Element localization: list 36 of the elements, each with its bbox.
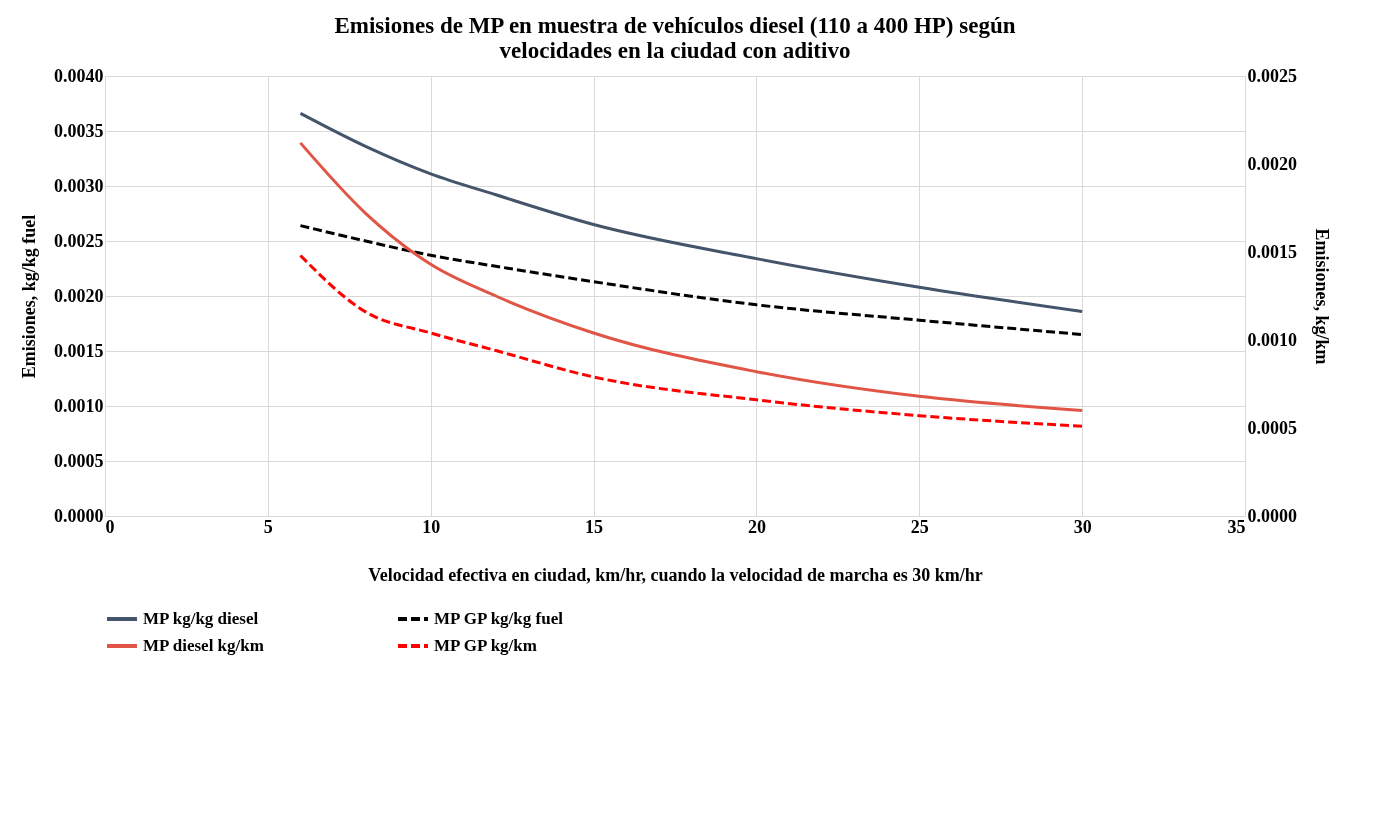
y2-tick-label: 0.0005 xyxy=(1247,417,1297,438)
x-tick-label: 5 xyxy=(263,516,273,537)
x-axis-title: Velocidad efectiva en ciudad, km/hr, cuando la velocidad de marcha es 30 km/hr xyxy=(368,564,983,585)
line-series xyxy=(298,141,1084,412)
x-tick-label: 30 xyxy=(1073,516,1092,537)
y2-axis-title: Emisiones, kg/km xyxy=(1312,228,1332,365)
x-tick-label: 25 xyxy=(910,516,929,537)
y-tick-label: 0.0000 xyxy=(54,505,104,526)
y-tick-label: 0.0025 xyxy=(54,230,104,251)
x-tick-label: 35 xyxy=(1227,516,1246,537)
y-tick-label: 0.0035 xyxy=(54,120,104,141)
y-tick-label: 0.0020 xyxy=(54,285,104,306)
text: Emisiones de MP en muestra de vehículos diesel (110 a 400 HP) según xyxy=(334,13,1016,38)
line-series xyxy=(298,111,1084,313)
x-tick-label: 10 xyxy=(422,516,441,537)
y2-tick-label: 0.0020 xyxy=(1247,153,1297,174)
line-series xyxy=(298,224,1084,336)
text: velocidades en la ciudad con aditivo xyxy=(499,38,851,63)
line-series xyxy=(298,254,1084,428)
y2-tick-label: 0.0025 xyxy=(1247,65,1297,86)
y-tick-label: 0.0005 xyxy=(54,450,104,471)
x-tick-label: 20 xyxy=(747,516,766,537)
x-tick-label: 15 xyxy=(585,516,604,537)
y-axis-title: Emisiones, kg/kg fuel xyxy=(19,214,39,379)
legend-label: MP kg/kg diesel xyxy=(143,609,259,628)
legend-label: MP diesel kg/km xyxy=(143,636,264,655)
y2-tick-label: 0.0015 xyxy=(1247,241,1297,262)
legend-label: MP GP kg/kg fuel xyxy=(434,609,564,628)
x-tick-label: 0 xyxy=(105,516,115,537)
legend-label: MP GP kg/km xyxy=(434,636,537,655)
y-tick-label: 0.0015 xyxy=(54,340,104,361)
y-tick-label: 0.0040 xyxy=(54,65,104,86)
y2-tick-label: 0.0000 xyxy=(1247,505,1297,526)
y-tick-label: 0.0030 xyxy=(54,175,104,196)
y-tick-label: 0.0010 xyxy=(54,395,104,416)
y2-tick-label: 0.0010 xyxy=(1247,329,1297,350)
